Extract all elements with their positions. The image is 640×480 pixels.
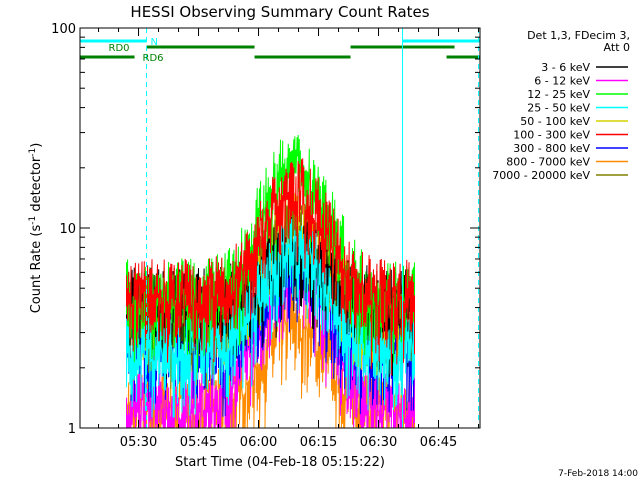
legend-label: 25 - 50 keV	[527, 102, 590, 115]
legend-label: 300 - 800 keV	[513, 142, 590, 155]
x-tick-label: 06:45	[420, 435, 457, 450]
x-tick-label: 06:00	[240, 435, 277, 450]
legend-header-2: Att 0	[604, 41, 630, 54]
y-axis-label-exp1: -1	[28, 216, 38, 225]
legend-label: 12 - 25 keV	[527, 88, 590, 101]
y-axis-label-mid: detector	[29, 156, 44, 216]
footer-timestamp: 7-Feb-2018 14:00	[558, 469, 638, 479]
y-axis-label-exp2: -1	[28, 148, 38, 157]
x-tick-label: 06:30	[360, 435, 397, 450]
y-tick-label: 10	[59, 222, 76, 237]
legend-label: 3 - 6 keV	[541, 61, 590, 74]
flag-label-rd0: RD0	[109, 43, 130, 54]
chart-title: HESSI Observing Summary Count Rates	[130, 3, 429, 21]
flag-label-night: N	[151, 37, 158, 48]
x-axis-label: Start Time (04-Feb-18 05:15:22)	[175, 455, 385, 470]
y-tick-label: 100	[51, 22, 76, 37]
y-axis-label-close: )	[29, 143, 44, 148]
x-tick-label: 05:30	[120, 435, 157, 450]
legend-header-1: Det 1,3, FDecim 3,	[527, 29, 630, 42]
legend-label: 100 - 300 keV	[513, 129, 590, 142]
y-axis-label-group: Count Rate (s-1 detector-1)	[28, 143, 44, 314]
legend-label: 50 - 100 keV	[520, 115, 590, 128]
x-tick-label: 06:15	[300, 435, 337, 450]
y-axis-label-head: Count Rate (s	[29, 225, 44, 314]
y-axis-label: Count Rate (s-1 detector-1)	[28, 143, 44, 314]
x-tick-label: 05:45	[180, 435, 217, 450]
legend-label: 6 - 12 keV	[534, 75, 590, 88]
flag-label-rd6: RD6	[143, 53, 164, 64]
series-layer	[126, 134, 415, 429]
tick-layer: 05:30 05:45 06:00 06:15 06:30 06:45 1 10 100	[51, 22, 480, 450]
series-line-2	[126, 227, 415, 429]
series-line-6	[126, 158, 415, 376]
y-tick-label: 1	[68, 422, 76, 437]
legend-label: 800 - 7000 keV	[506, 156, 590, 169]
legend-label: 7000 - 20000 keV	[492, 169, 590, 182]
